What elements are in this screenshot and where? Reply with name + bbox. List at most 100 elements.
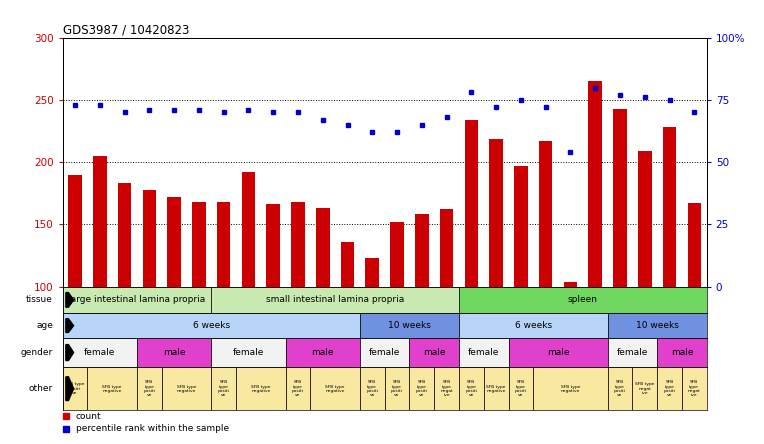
Bar	[365, 258, 379, 287]
Bar	[236, 367, 286, 410]
Bar	[459, 313, 607, 338]
Bar	[465, 120, 478, 287]
Bar	[633, 367, 657, 410]
Bar	[607, 338, 657, 367]
Text: percentile rank within the sample: percentile rank within the sample	[76, 424, 228, 433]
Text: male: male	[547, 348, 569, 357]
Bar	[143, 190, 156, 287]
Bar	[137, 338, 212, 367]
FancyArrow shape	[66, 319, 73, 333]
Text: female: female	[84, 348, 115, 357]
Text: other: other	[29, 384, 53, 393]
Text: SFB type
negative: SFB type negative	[102, 385, 122, 393]
Bar	[341, 242, 354, 287]
Text: female: female	[233, 348, 264, 357]
Text: SFB type
negative: SFB type negative	[176, 385, 196, 393]
Text: 10 weeks: 10 weeks	[636, 321, 678, 330]
Text: SFB
type
positi
ve: SFB type positi ve	[144, 380, 155, 397]
Bar	[415, 214, 429, 287]
Bar	[212, 287, 459, 313]
Text: SFB type
negative: SFB type negative	[325, 385, 345, 393]
Bar	[360, 367, 385, 410]
Bar	[539, 141, 552, 287]
Text: SFB type
negative: SFB type negative	[251, 385, 270, 393]
Bar	[613, 109, 626, 287]
Bar	[93, 156, 107, 287]
Text: SFB
type
positi
ve: SFB type positi ve	[367, 380, 378, 397]
Bar	[192, 202, 206, 287]
Bar	[662, 127, 676, 287]
Bar	[360, 313, 459, 338]
Bar	[212, 367, 236, 410]
Bar	[310, 367, 360, 410]
Text: SFB
type
positi
ve: SFB type positi ve	[416, 380, 428, 397]
Text: age: age	[36, 321, 53, 330]
Bar	[162, 367, 212, 410]
Bar	[657, 338, 707, 367]
Bar	[459, 338, 509, 367]
FancyArrow shape	[66, 293, 73, 307]
Text: male: male	[163, 348, 186, 357]
Text: SFB
type
positi
ve: SFB type positi ve	[515, 380, 527, 397]
Bar	[63, 338, 137, 367]
Bar	[509, 338, 607, 367]
Bar	[63, 367, 87, 410]
Bar	[63, 287, 212, 313]
Text: SFB type
negative: SFB type negative	[561, 385, 580, 393]
Bar	[68, 174, 82, 287]
Text: SFB
type
negat
ive: SFB type negat ive	[440, 380, 453, 397]
Text: small intestinal lamina propria: small intestinal lamina propria	[266, 295, 404, 305]
Text: spleen: spleen	[568, 295, 598, 305]
Bar	[286, 338, 360, 367]
Bar	[241, 172, 255, 287]
Text: SFB
type
positi
ve: SFB type positi ve	[391, 380, 403, 397]
Bar	[385, 367, 410, 410]
Bar	[217, 202, 231, 287]
FancyArrow shape	[66, 345, 73, 361]
Text: count: count	[76, 412, 101, 421]
Text: SFB
type
negat
ive: SFB type negat ive	[688, 380, 701, 397]
Bar	[410, 367, 434, 410]
Bar	[63, 313, 360, 338]
Bar	[390, 222, 404, 287]
Bar	[459, 287, 707, 313]
Bar	[484, 367, 509, 410]
Text: SFB type
positi
ve: SFB type positi ve	[65, 382, 85, 395]
Bar	[212, 338, 286, 367]
Bar	[286, 367, 310, 410]
Bar	[638, 151, 652, 287]
Bar	[87, 367, 137, 410]
Text: gender: gender	[21, 348, 53, 357]
Text: SFB
type
positi
ve: SFB type positi ve	[465, 380, 478, 397]
Text: male: male	[671, 348, 693, 357]
Text: tissue: tissue	[26, 295, 53, 305]
Bar	[688, 203, 701, 287]
Bar	[509, 367, 533, 410]
Text: female: female	[617, 348, 648, 357]
Text: SFB type
negat
ive: SFB type negat ive	[635, 382, 655, 395]
Bar	[588, 81, 602, 287]
Text: GDS3987 / 10420823: GDS3987 / 10420823	[63, 24, 189, 36]
Text: SFB
type
positi
ve: SFB type positi ve	[292, 380, 304, 397]
Bar	[533, 367, 607, 410]
Text: female: female	[369, 348, 400, 357]
Bar	[607, 313, 707, 338]
Bar	[267, 205, 280, 287]
Text: female: female	[468, 348, 500, 357]
Text: large intestinal lamina propria: large intestinal lamina propria	[68, 295, 206, 305]
Bar	[360, 338, 410, 367]
Bar	[137, 367, 162, 410]
Bar	[291, 202, 305, 287]
Bar	[118, 183, 131, 287]
Text: 6 weeks: 6 weeks	[193, 321, 230, 330]
Bar	[167, 197, 181, 287]
Bar	[440, 210, 453, 287]
Bar	[410, 338, 459, 367]
Text: male: male	[312, 348, 334, 357]
Text: SFB type
negative: SFB type negative	[487, 385, 506, 393]
Bar	[682, 367, 707, 410]
Bar	[459, 367, 484, 410]
Bar	[657, 367, 682, 410]
Bar	[316, 208, 329, 287]
Bar	[489, 139, 503, 287]
